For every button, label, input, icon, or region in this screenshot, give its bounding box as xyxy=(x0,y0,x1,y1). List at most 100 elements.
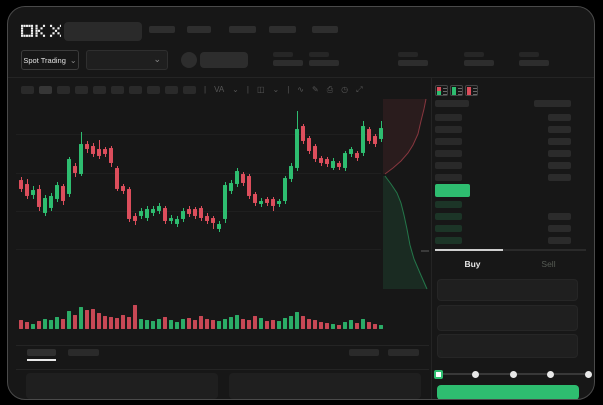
interval-button[interactable] xyxy=(147,86,160,94)
search-input[interactable] xyxy=(64,22,142,41)
ask-price[interactable] xyxy=(435,114,462,121)
volume-bar xyxy=(157,319,161,329)
ask-price[interactable] xyxy=(435,174,462,181)
stat-label xyxy=(398,52,418,57)
slider-step[interactable] xyxy=(472,371,479,378)
slider-step[interactable] xyxy=(434,370,443,379)
interval-button[interactable] xyxy=(111,86,124,94)
bid-price[interactable] xyxy=(435,237,462,244)
candle-body xyxy=(349,149,353,154)
ask-price[interactable] xyxy=(435,126,462,133)
order-amount-input[interactable] xyxy=(437,305,578,331)
draw-icon[interactable]: ✎ xyxy=(311,85,319,94)
interval-chevron[interactable]: ⌄ xyxy=(232,85,239,94)
bid-price[interactable] xyxy=(435,213,462,220)
candlestick-chart[interactable] xyxy=(16,101,383,297)
slider-step[interactable] xyxy=(510,371,517,378)
bid-price[interactable] xyxy=(435,225,462,232)
slider-step[interactable] xyxy=(585,371,592,378)
nav-item[interactable] xyxy=(229,26,256,33)
candle-body xyxy=(199,208,203,218)
candle-body xyxy=(91,146,95,154)
candle-body xyxy=(367,129,371,141)
order-price-input[interactable] xyxy=(437,279,578,301)
nav-item[interactable] xyxy=(187,26,211,33)
volume-bar xyxy=(73,315,77,329)
candle-body xyxy=(157,206,161,211)
indicator-icon[interactable]: ∿ xyxy=(297,85,304,94)
order-total-input[interactable] xyxy=(437,334,578,358)
volume-bar xyxy=(139,319,143,329)
nav-item[interactable] xyxy=(149,26,175,33)
interval-button[interactable] xyxy=(57,86,70,94)
bottom-link[interactable] xyxy=(388,349,419,356)
ask-amount xyxy=(548,174,571,181)
volume-bar xyxy=(25,322,29,329)
bottom-tab[interactable] xyxy=(68,349,99,356)
volume-bar xyxy=(373,324,377,329)
submit-buy-button[interactable] xyxy=(437,385,579,399)
interval-button[interactable] xyxy=(93,86,106,94)
volume-bar xyxy=(37,321,41,329)
history-icon[interactable]: ◷ xyxy=(341,85,349,94)
stat-value xyxy=(398,60,428,66)
ask-amount xyxy=(548,138,571,145)
candle-body xyxy=(103,149,107,154)
interval-label[interactable]: VA xyxy=(214,85,225,94)
interval-button[interactable] xyxy=(75,86,88,94)
candle-body xyxy=(277,201,281,204)
ask-price[interactable] xyxy=(435,150,462,157)
market-type-dropdown[interactable]: Spot Trading ⌄ xyxy=(21,50,79,70)
candle-body xyxy=(301,126,305,141)
volume-bar xyxy=(133,305,137,329)
tab-buy[interactable]: Buy xyxy=(464,259,481,269)
volume-bar xyxy=(343,322,347,329)
pair-selector[interactable]: ⌄ xyxy=(86,50,168,70)
depth-marker xyxy=(421,250,429,252)
last-price-highlight[interactable] xyxy=(435,184,470,197)
interval-button[interactable] xyxy=(129,86,142,94)
candle-body xyxy=(361,126,365,153)
volume-bar xyxy=(337,325,341,329)
volume-bar xyxy=(229,317,233,329)
book-sells-icon[interactable] xyxy=(465,85,478,96)
book-buys-icon[interactable] xyxy=(450,85,463,96)
tab-sell[interactable]: Sell xyxy=(541,259,556,269)
volume-bar xyxy=(361,319,365,329)
nav-item[interactable] xyxy=(269,26,296,33)
fullscreen-icon[interactable]: ⤢ xyxy=(356,85,363,94)
book-combined-icon[interactable] xyxy=(435,85,448,96)
chart-type-icon[interactable]: ◫ xyxy=(256,85,265,94)
bottom-link[interactable] xyxy=(349,349,379,356)
volume-bar xyxy=(91,309,95,329)
slider-step[interactable] xyxy=(547,371,554,378)
interval-button[interactable] xyxy=(39,86,52,94)
volume-bar xyxy=(61,319,65,329)
stat-value xyxy=(273,60,303,66)
volume-bar xyxy=(301,316,305,329)
bottom-tab[interactable] xyxy=(27,349,56,356)
volume-bar xyxy=(43,319,47,329)
candle-body xyxy=(313,146,317,159)
candle-body xyxy=(229,183,233,191)
ask-price[interactable] xyxy=(435,162,462,169)
bid-price[interactable] xyxy=(435,201,462,208)
volume-bar xyxy=(199,316,203,329)
volume-bar xyxy=(325,323,329,329)
interval-button[interactable] xyxy=(183,86,196,94)
candle-body xyxy=(259,201,263,204)
chart-type-chevron[interactable]: ⌄ xyxy=(272,85,280,94)
volume-bar xyxy=(97,313,101,329)
ask-price[interactable] xyxy=(435,138,462,145)
chevron-down-icon: ⌄ xyxy=(153,54,161,64)
orderbook-header-price xyxy=(435,100,469,107)
nav-item[interactable] xyxy=(312,26,338,33)
candle-body xyxy=(67,159,71,194)
candle-body xyxy=(127,189,131,219)
camera-icon[interactable]: ⎙ xyxy=(326,85,334,94)
candle-body xyxy=(55,185,59,199)
interval-button[interactable] xyxy=(21,86,34,94)
interval-button[interactable] xyxy=(165,86,178,94)
volume-bar xyxy=(79,307,83,329)
